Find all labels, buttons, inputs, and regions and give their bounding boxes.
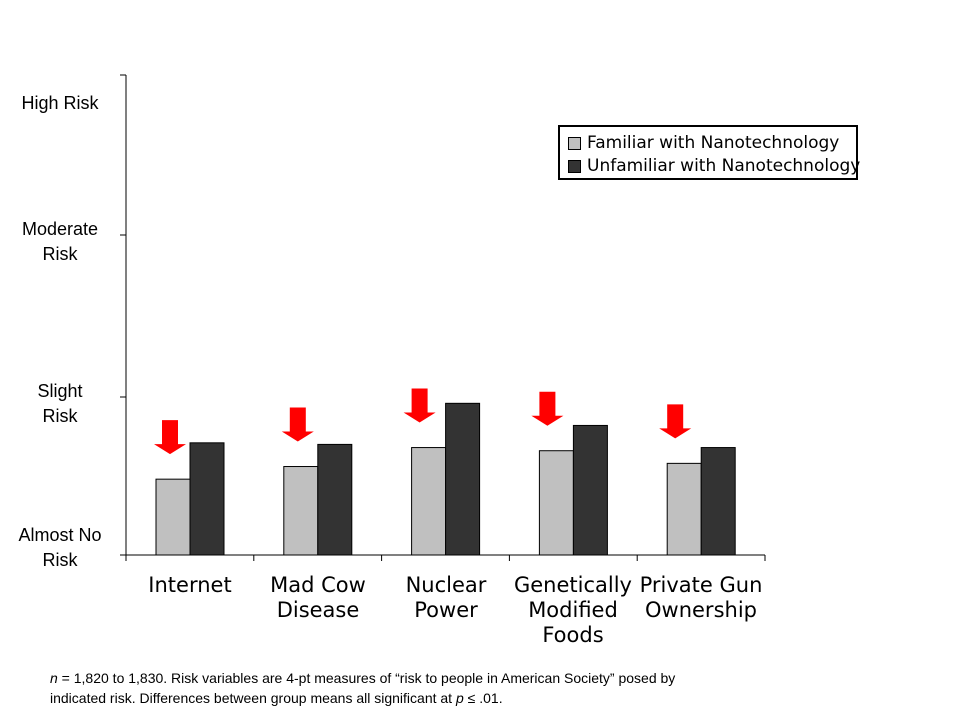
bars-group [155, 402, 736, 556]
arrow-0 [154, 420, 186, 455]
legend-item-familiar: Familiar with Nanotechnology [568, 132, 839, 154]
footnote-line-2-end: ≤ .01. [463, 690, 503, 706]
x-tick-label-4: Private Gun Ownership [639, 573, 763, 622]
arrow-3 [531, 391, 564, 426]
footnote-n: n [50, 670, 58, 686]
x-tick-label-2: Nuclear Power [405, 573, 487, 622]
bar-familiar-1 [283, 466, 319, 556]
footnote-line-1-text: = 1,820 to 1,830. Risk variables are 4-p… [57, 670, 676, 686]
legend-swatch-unfamiliar [568, 159, 581, 173]
bar-unfamiliar-4 [700, 447, 736, 556]
y-tick-label-3: High Risk [21, 93, 99, 113]
bar-unfamiliar-1 [317, 443, 353, 556]
legend-label-unfamiliar: Unfamiliar with Nanotechnology [587, 156, 861, 176]
y-tick-label-0: Almost No Risk [18, 525, 102, 570]
bar-unfamiliar-3 [572, 424, 608, 556]
x-tick-label-3: Genetically Modified Foods [513, 573, 632, 647]
x-tick-label-1: Mad Cow Disease [270, 573, 366, 622]
footnote-line-2: indicated risk. Differences between grou… [50, 688, 790, 708]
footnote: n = 1,820 to 1,830. Risk variables are 4… [50, 668, 790, 708]
y-tick-label-2: Moderate Risk [21, 219, 99, 264]
axes-group [120, 74, 766, 561]
footnote-line-1: n = 1,820 to 1,830. Risk variables are 4… [50, 668, 790, 688]
arrow-2 [403, 388, 436, 423]
arrow-1 [281, 407, 314, 442]
legend-item-unfamiliar: Unfamiliar with Nanotechnology [568, 155, 860, 177]
bar-unfamiliar-0 [189, 442, 225, 556]
x-tick-label-0: Internet [148, 573, 232, 597]
arrows-group [154, 388, 692, 455]
bar-unfamiliar-2 [445, 402, 481, 556]
legend-label-familiar: Familiar with Nanotechnology [587, 133, 840, 153]
bar-familiar-3 [538, 450, 574, 556]
y-tick-label-1: Slight Risk [37, 381, 83, 426]
legend: Familiar with Nanotechnology Unfamiliar … [558, 125, 860, 180]
arrow-4 [659, 404, 692, 439]
bar-familiar-4 [666, 462, 702, 556]
footnote-line-2-text: indicated risk. Differences between grou… [50, 690, 456, 706]
footnote-p: p [455, 690, 464, 706]
bar-familiar-0 [155, 478, 191, 556]
bar-familiar-2 [411, 447, 447, 556]
legend-swatch-familiar [568, 136, 581, 150]
